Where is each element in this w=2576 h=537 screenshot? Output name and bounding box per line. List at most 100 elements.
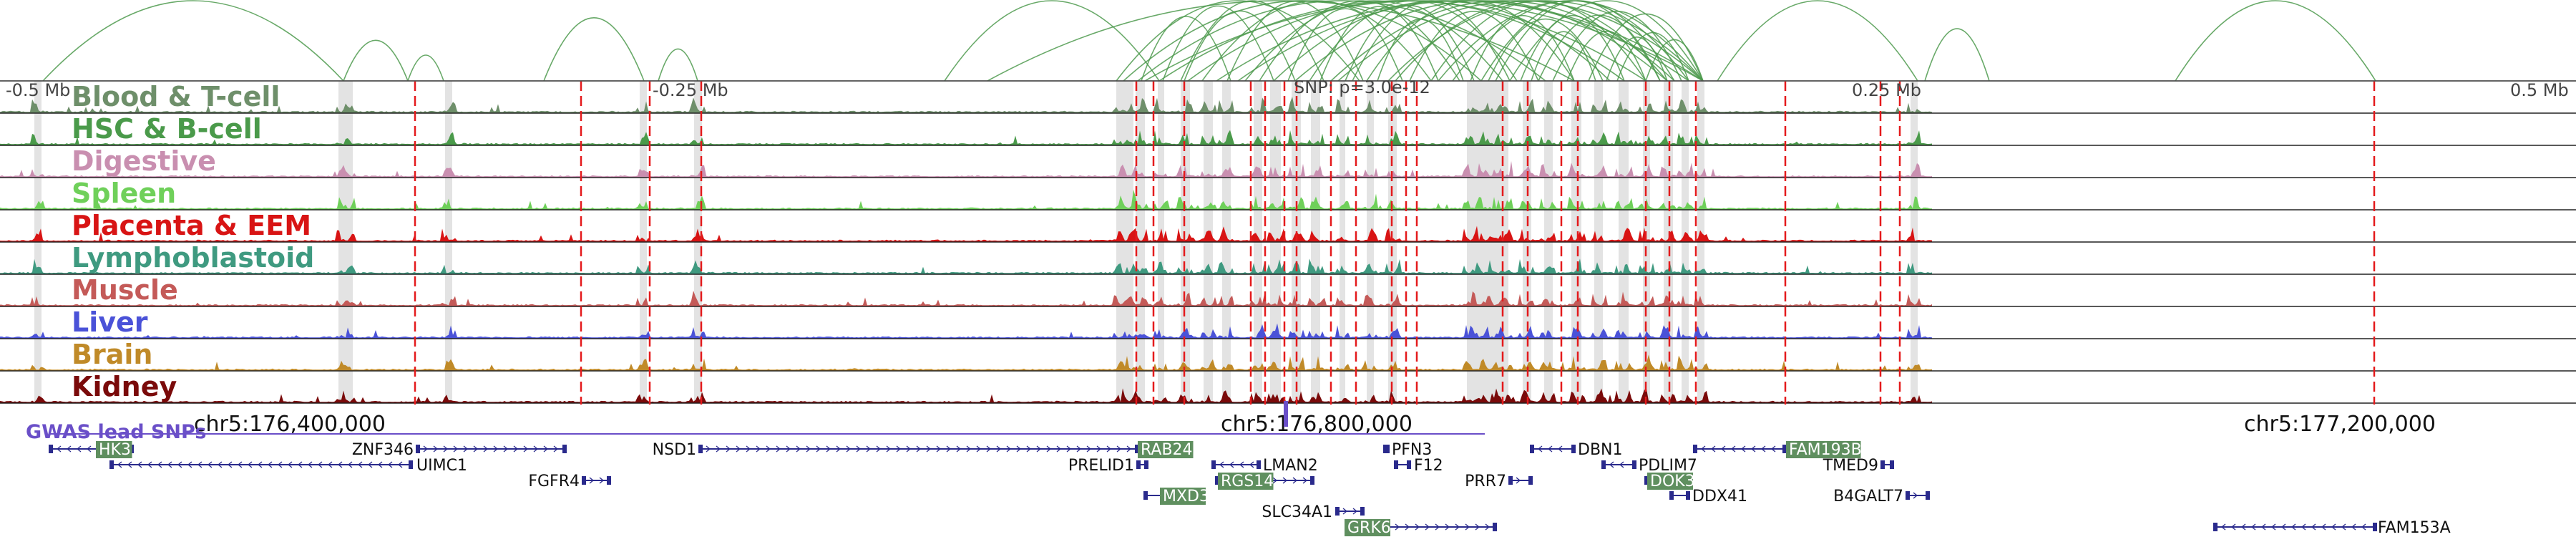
strand-arrow	[1249, 461, 1254, 468]
gene-fam193b: FAM193B	[1693, 441, 1862, 459]
chromatin-loop-arc	[1470, 14, 1575, 82]
strand-arrow	[137, 461, 142, 468]
signal-track	[0, 145, 2576, 178]
gene-label: HK3	[99, 441, 131, 459]
chromatin-loop-arc	[1116, 0, 1360, 82]
signal-track	[0, 306, 2576, 339]
strand-arrow	[1547, 445, 1553, 453]
gene-label: PRELID1	[1068, 457, 1134, 475]
snp-position-lines	[414, 81, 2376, 405]
chromatin-loop-arc	[1520, 14, 1625, 82]
strand-arrow	[1026, 445, 1032, 453]
strand-arrow	[513, 445, 519, 453]
gene-label: DBN1	[1578, 441, 1623, 459]
signal-area	[0, 189, 1932, 209]
strand-arrow	[706, 445, 711, 453]
strand-arrow	[1537, 445, 1543, 453]
strand-arrow	[2311, 523, 2316, 531]
strand-arrow	[716, 445, 721, 453]
gene-uimc1: UIMC1	[109, 457, 467, 475]
strand-arrow	[1219, 461, 1224, 468]
gene-exon	[1407, 460, 1411, 469]
gene-exon	[416, 445, 420, 453]
chromatin-loop-arc	[1319, 6, 1439, 82]
gene-exon	[1143, 491, 1148, 500]
gene-ddx41: DDX41	[1669, 488, 1747, 505]
strand-arrow	[1282, 477, 1288, 484]
gene-b4galt7: B4GALT7	[1833, 488, 1930, 505]
strand-arrow	[1036, 445, 1042, 453]
chromatin-loop-arc	[1588, 13, 1704, 82]
strand-arrow	[473, 445, 479, 453]
strand-arrow	[2260, 523, 2266, 531]
gene-rab24: RAB24	[1138, 441, 1194, 459]
strand-arrow	[367, 461, 373, 468]
strand-arrow	[397, 461, 403, 468]
strand-arrow	[1229, 461, 1234, 468]
strand-arrow	[387, 461, 393, 468]
strand-arrow	[946, 445, 952, 453]
gene-exon	[562, 445, 567, 453]
track-labels: Blood & T-cell HSC & B-cell Digestive Sp…	[72, 81, 314, 402]
chromatin-loop-arc	[343, 39, 409, 82]
gene-exon	[1669, 491, 1674, 500]
strand-arrow	[1720, 445, 1726, 453]
strand-arrow	[806, 445, 811, 453]
strand-arrow	[1455, 523, 1460, 531]
chromatin-loop-arc	[1531, 31, 1596, 82]
gene-exon	[409, 460, 413, 469]
chromatin-loop-arc	[1187, 0, 1625, 82]
gene-exon	[1257, 460, 1261, 469]
strand-arrow	[307, 461, 313, 468]
strand-arrow	[956, 445, 962, 453]
gene-grk6: GRK6	[1345, 519, 1497, 537]
coordinate-axis: chr5:176,400,000 chr5:176,800,000 chr5:1…	[194, 412, 2436, 437]
strand-arrow	[76, 445, 82, 453]
strand-arrow	[1435, 523, 1440, 531]
chromatin-loop-arc	[1509, 0, 1704, 82]
chromatin-loop-arc	[1184, 10, 1296, 82]
strand-arrow	[916, 445, 922, 453]
strand-arrow	[846, 445, 852, 453]
gene-pdlim7: PDLIM7	[1601, 457, 1697, 475]
gene-exon	[1508, 476, 1513, 485]
strand-arrow	[2321, 523, 2326, 531]
gene-label: TMED9	[1823, 457, 1878, 475]
strand-arrow	[147, 461, 152, 468]
chromatin-loop-arc	[944, 0, 1160, 82]
strand-arrow	[157, 461, 162, 468]
strand-arrow	[2331, 523, 2336, 531]
gene-dbn1: DBN1	[1530, 441, 1623, 459]
gene-exon	[1632, 460, 1636, 469]
strand-arrow	[463, 445, 469, 453]
signal-track	[0, 370, 2576, 403]
strand-arrow	[986, 445, 992, 453]
strand-arrow	[1750, 445, 1756, 453]
signal-area	[0, 291, 1932, 306]
gene-exon	[698, 445, 703, 453]
signal-track	[0, 80, 2576, 113]
chromatin-loop-arc	[1924, 28, 1990, 82]
gwas-lead-snp-marker	[1284, 401, 1288, 427]
gene-highlight-box	[1160, 488, 1206, 505]
strand-arrow	[86, 445, 92, 453]
strand-arrow	[816, 445, 821, 453]
gene-label: PRR7	[1465, 473, 1506, 490]
chromatin-loop-arc	[1488, 18, 1604, 82]
gene-mxd3: MXD3	[1143, 488, 1209, 505]
track-label-brain: Brain	[72, 339, 152, 370]
strand-arrow	[926, 445, 932, 453]
strand-arrow	[1710, 445, 1716, 453]
strand-arrow	[1096, 445, 1102, 453]
chromatin-loop-arc	[1480, 0, 1675, 82]
signal-area	[0, 354, 1932, 370]
gene-slc34a1: SLC34A1	[1262, 503, 1365, 521]
strand-arrow	[267, 461, 273, 468]
strand-arrow	[826, 445, 831, 453]
track-label-blood-t-cell: Blood & T-cell	[72, 81, 280, 112]
coordinate-label-center: chr5:176,800,000	[1221, 412, 1413, 437]
chromatin-loop-arc	[1226, 1, 1364, 82]
strand-arrow	[327, 461, 333, 468]
strand-arrow	[66, 445, 72, 453]
gene-label: LMAN2	[1263, 457, 1318, 475]
